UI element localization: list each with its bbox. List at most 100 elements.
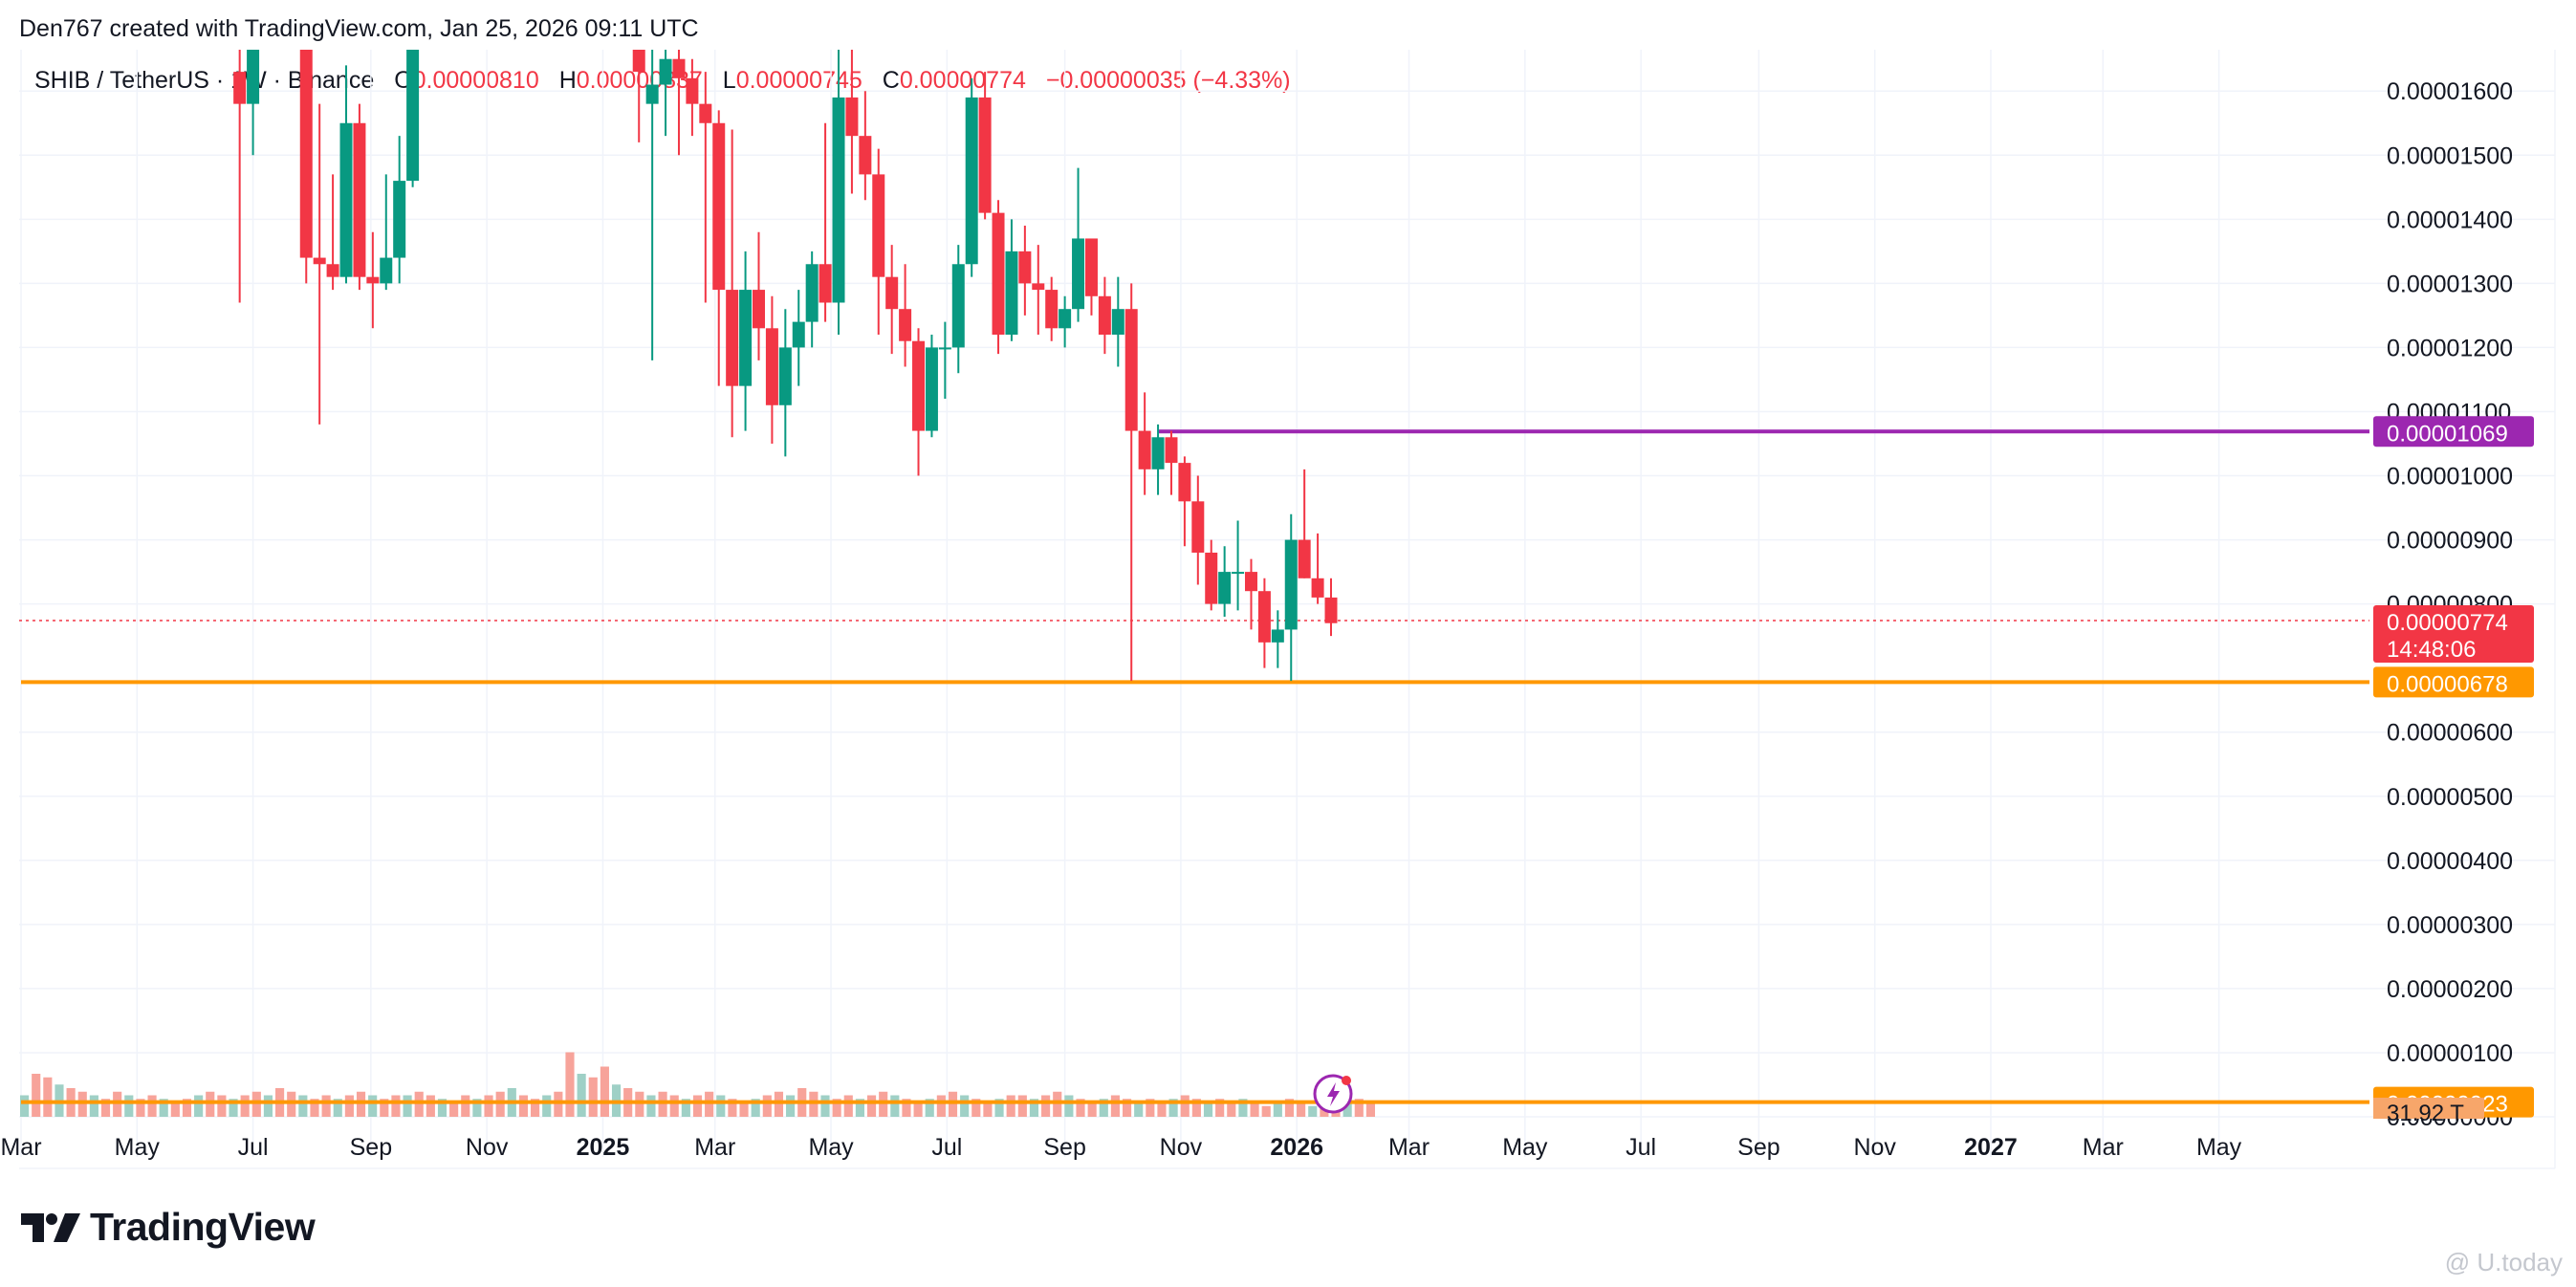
volume-bar <box>890 1095 900 1117</box>
volume-bar <box>1168 1099 1178 1117</box>
price-tick-label: 0.00000100 <box>2387 1040 2513 1067</box>
volume-bar <box>391 1095 401 1117</box>
volume-bar <box>739 1102 749 1117</box>
volume-bar <box>692 1095 703 1117</box>
low-label: L <box>722 67 736 94</box>
candle-body <box>393 181 406 258</box>
candle-body <box>912 340 926 431</box>
volume-bar <box>658 1091 667 1117</box>
volume-bar <box>1227 1102 1236 1117</box>
volume-bar <box>1354 1099 1364 1117</box>
symbol-name[interactable]: SHIB / TetherUS · 1W · Binance <box>34 67 375 94</box>
volume-bar <box>542 1095 552 1117</box>
volume-bar <box>1308 1105 1318 1117</box>
price-tick-label: 0.00000200 <box>2387 976 2513 1003</box>
time-tick-label: Mar <box>1388 1134 1430 1161</box>
volume-bar <box>1261 1105 1271 1117</box>
volume-bar <box>1215 1099 1225 1117</box>
candle-body <box>1232 572 1245 575</box>
volume-bar <box>495 1091 505 1117</box>
volume-bar <box>960 1095 970 1117</box>
volume-bar <box>705 1091 714 1117</box>
candle-body <box>819 264 832 303</box>
volume-bar <box>217 1095 227 1117</box>
candle-body <box>1005 251 1018 336</box>
candle-body <box>1205 552 1218 604</box>
volume-bar <box>321 1095 331 1117</box>
volume-bar <box>577 1074 586 1117</box>
candle-body <box>845 97 859 137</box>
volume-bar <box>136 1099 145 1117</box>
volume-bar <box>356 1091 366 1117</box>
volume-bar <box>43 1077 53 1117</box>
candle-body <box>380 257 393 284</box>
chart-credit: Den767 created with TradingView.com, Jan… <box>19 15 699 42</box>
candle-body <box>1098 295 1111 336</box>
time-tick-label: 2027 <box>1964 1134 2018 1161</box>
volume-bar <box>333 1099 342 1117</box>
tradingview-logo[interactable]: TradingView <box>21 1205 316 1250</box>
candle-body <box>1271 629 1284 643</box>
high-label: H <box>558 67 577 94</box>
volume-bar <box>554 1091 563 1117</box>
volume-bar <box>484 1095 493 1117</box>
volume-bar <box>646 1095 656 1117</box>
candle-body <box>1059 309 1072 329</box>
volume-bar <box>287 1091 296 1117</box>
volume-bar <box>229 1099 238 1117</box>
volume-bar <box>147 1095 157 1117</box>
volume-bar <box>298 1095 308 1117</box>
time-tick-label: May <box>1502 1134 1548 1161</box>
resistance-level-label: 0.00001069 <box>2387 421 2508 447</box>
volume-bar <box>902 1099 911 1117</box>
time-tick-label: Jul <box>238 1134 269 1161</box>
volume-bar <box>635 1091 644 1117</box>
volume-bar <box>89 1095 98 1117</box>
volume-bar <box>159 1099 168 1117</box>
candle-body <box>632 50 645 73</box>
candle-body <box>778 347 792 405</box>
volume-bar <box>728 1099 737 1117</box>
volume-bar <box>681 1099 690 1117</box>
volume-bar <box>925 1099 934 1117</box>
volume-axis-label: 31.92 T <box>2387 1101 2464 1126</box>
candle-body <box>1284 539 1298 630</box>
volume-bar <box>936 1095 946 1117</box>
volume-bar <box>414 1091 424 1117</box>
notification-dot <box>1342 1076 1352 1085</box>
candle-body <box>1032 283 1045 291</box>
lightning-icon-glyph <box>1327 1082 1341 1106</box>
candle-body <box>686 77 699 104</box>
candle-body <box>1072 238 1085 310</box>
resistance-level-badge <box>2373 416 2534 447</box>
time-tick-label: Mar <box>2083 1134 2124 1161</box>
candle-body <box>899 309 912 341</box>
price-tick-label: 0.00000400 <box>2387 848 2513 875</box>
candle-body <box>339 122 353 277</box>
volume-bar <box>1238 1099 1248 1117</box>
volume-bar <box>588 1077 598 1117</box>
candle-body <box>1244 572 1257 592</box>
watermark: @ U.today <box>2444 1248 2563 1276</box>
volume-bar <box>866 1095 877 1117</box>
candle-body <box>1257 591 1271 643</box>
time-tick-label: Jul <box>1626 1134 1656 1161</box>
volume-bar <box>1006 1095 1015 1117</box>
volume-bar <box>1041 1095 1051 1117</box>
volume-bar <box>820 1095 830 1117</box>
price-tick-label: 0.00001600 <box>2387 78 2513 105</box>
volume-bar <box>310 1099 319 1117</box>
candle-body <box>247 50 260 104</box>
volume-bar <box>843 1095 853 1117</box>
volume-bar <box>774 1091 784 1117</box>
volume-bar <box>1053 1091 1062 1117</box>
close-value: 0.00000774 <box>899 67 1026 94</box>
volume-bar <box>762 1095 772 1117</box>
volume-bar <box>1146 1099 1155 1117</box>
time-tick-label: Sep <box>350 1134 392 1161</box>
volume-bar <box>531 1099 540 1117</box>
candle-body <box>1084 238 1098 296</box>
candle-body <box>938 347 951 350</box>
candle-body <box>1124 309 1138 431</box>
